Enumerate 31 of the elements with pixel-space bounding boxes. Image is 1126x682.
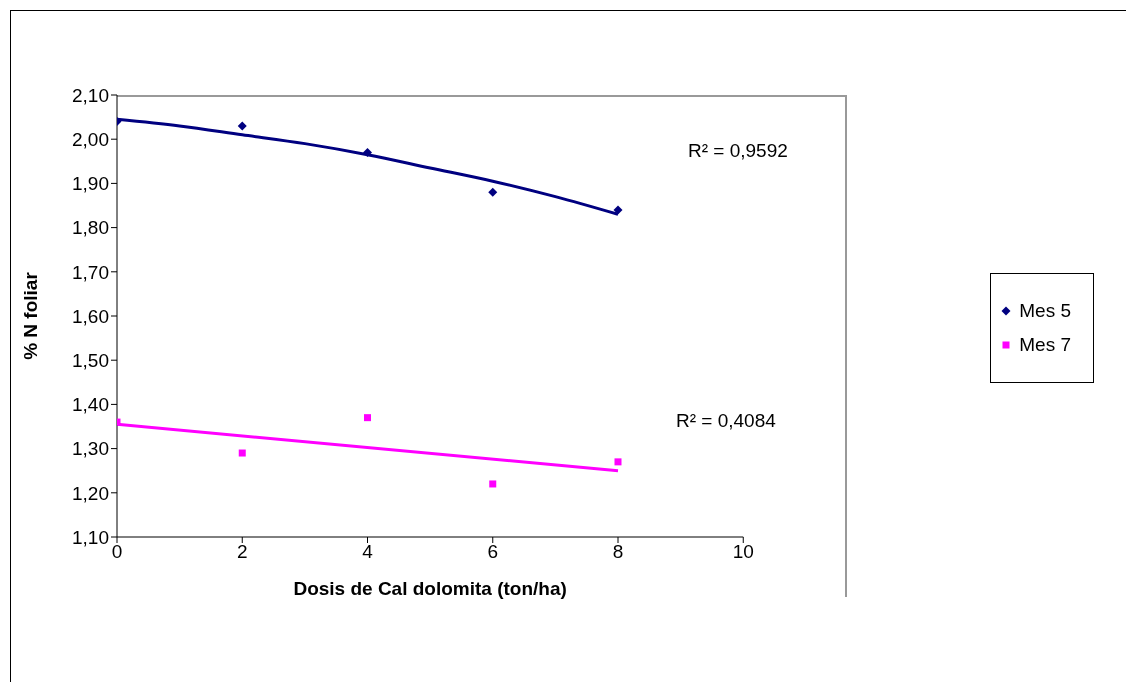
annotation: R² = 0,9592 — [688, 140, 788, 162]
y-tick-label: 2,10 — [72, 84, 109, 106]
legend-label: Mes 5 — [1019, 300, 1071, 322]
point — [488, 187, 498, 197]
x-tick-label: 0 — [111, 541, 123, 563]
x-tick-label: 10 — [732, 541, 754, 563]
y-tick-label: 1,30 — [72, 438, 109, 460]
y-tick-label: 1,80 — [72, 217, 109, 239]
point — [364, 414, 371, 422]
point — [489, 480, 497, 488]
point — [237, 121, 247, 131]
x-tick-label: 4 — [362, 541, 374, 563]
x-tick-label: 2 — [236, 541, 248, 563]
legend-label: Mes 7 — [1019, 334, 1071, 356]
x-tick-label: 6 — [487, 541, 499, 563]
y-tick-label: 1,90 — [72, 173, 109, 195]
y-tick-label: 1,60 — [72, 305, 109, 327]
y-tick-label: 1,50 — [72, 349, 109, 371]
point — [363, 147, 372, 157]
point — [238, 449, 246, 457]
annotation: R² = 0,4084 — [676, 410, 776, 432]
y-tick-label: 1,40 — [72, 394, 109, 416]
y-tick-label: 1,10 — [72, 526, 109, 548]
point — [613, 205, 623, 215]
y-axis-title: % N foliar — [19, 271, 41, 360]
y-tick-label: 1,20 — [72, 482, 109, 504]
y-tick-label: 1,70 — [72, 261, 109, 283]
y-tick-label: 2,00 — [72, 128, 109, 150]
x-axis-title: Dosis de Cal dolomita (ton/ha) — [293, 578, 567, 599]
x-tick-label: 8 — [612, 541, 624, 563]
point — [614, 458, 622, 466]
